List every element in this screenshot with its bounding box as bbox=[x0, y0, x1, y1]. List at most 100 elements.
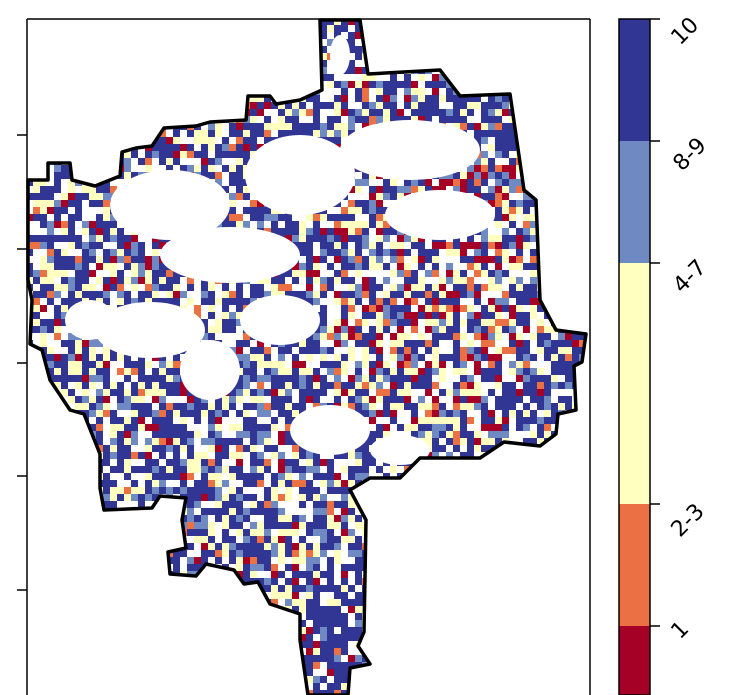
raster-cell bbox=[194, 515, 201, 522]
raster-cell bbox=[292, 522, 299, 529]
raster-cell bbox=[425, 25, 432, 32]
raster-cell bbox=[327, 130, 334, 137]
raster-cell bbox=[257, 396, 264, 403]
raster-cell bbox=[558, 81, 565, 88]
raster-cell bbox=[572, 298, 579, 305]
raster-cell bbox=[467, 95, 474, 102]
raster-cell bbox=[474, 396, 481, 403]
raster-cell bbox=[467, 389, 474, 396]
raster-cell bbox=[320, 312, 327, 319]
raster-cell bbox=[61, 137, 68, 144]
raster-cell bbox=[579, 389, 586, 396]
raster-cell bbox=[257, 67, 264, 74]
raster-cell bbox=[348, 382, 355, 389]
raster-cell bbox=[376, 340, 383, 347]
raster-cell bbox=[68, 109, 75, 116]
raster-cell bbox=[47, 32, 54, 39]
raster-cell bbox=[495, 277, 502, 284]
raster-cell bbox=[369, 375, 376, 382]
raster-cell bbox=[474, 522, 481, 529]
raster-cell bbox=[327, 74, 334, 81]
raster-cell bbox=[243, 543, 250, 550]
raster-cell bbox=[61, 88, 68, 95]
raster-cell bbox=[418, 417, 425, 424]
raster-cell bbox=[460, 396, 467, 403]
raster-cell bbox=[495, 242, 502, 249]
raster-cell bbox=[33, 480, 40, 487]
raster-cell bbox=[68, 466, 75, 473]
raster-cell bbox=[201, 291, 208, 298]
raster-cell bbox=[208, 466, 215, 473]
raster-cell bbox=[341, 452, 348, 459]
raster-cell bbox=[530, 88, 537, 95]
raster-cell bbox=[222, 515, 229, 522]
raster-cell bbox=[285, 102, 292, 109]
raster-cell bbox=[418, 536, 425, 543]
raster-cell bbox=[474, 382, 481, 389]
raster-cell bbox=[229, 207, 236, 214]
raster-cell bbox=[530, 39, 537, 46]
raster-cell bbox=[432, 256, 439, 263]
raster-cell bbox=[460, 81, 467, 88]
raster-cell bbox=[481, 137, 488, 144]
raster-cell bbox=[208, 32, 215, 39]
raster-cell bbox=[537, 557, 544, 564]
raster-cell bbox=[124, 95, 131, 102]
raster-cell bbox=[327, 501, 334, 508]
raster-cell bbox=[411, 550, 418, 557]
raster-cell bbox=[418, 32, 425, 39]
raster-cell bbox=[68, 508, 75, 515]
raster-cell bbox=[376, 480, 383, 487]
raster-cell bbox=[33, 319, 40, 326]
raster-cell bbox=[334, 550, 341, 557]
raster-cell bbox=[495, 396, 502, 403]
raster-cell bbox=[103, 403, 110, 410]
raster-cell bbox=[208, 172, 215, 179]
raster-cell bbox=[138, 501, 145, 508]
raster-cell bbox=[572, 529, 579, 536]
raster-cell bbox=[432, 312, 439, 319]
raster-cell bbox=[229, 550, 236, 557]
raster-cell bbox=[481, 326, 488, 333]
raster-cell bbox=[236, 179, 243, 186]
raster-cell bbox=[320, 67, 327, 74]
raster-cell bbox=[355, 67, 362, 74]
raster-cell bbox=[306, 375, 313, 382]
raster-cell bbox=[495, 263, 502, 270]
raster-cell bbox=[341, 326, 348, 333]
raster-cell bbox=[432, 396, 439, 403]
raster-cell bbox=[292, 382, 299, 389]
raster-cell bbox=[467, 179, 474, 186]
raster-cell bbox=[425, 403, 432, 410]
raster-cell bbox=[495, 249, 502, 256]
raster-cell bbox=[425, 473, 432, 480]
raster-cell bbox=[152, 473, 159, 480]
raster-cell bbox=[103, 459, 110, 466]
raster-cell bbox=[61, 424, 68, 431]
raster-cell bbox=[488, 102, 495, 109]
raster-cell bbox=[299, 473, 306, 480]
raster-cell bbox=[96, 88, 103, 95]
raster-cell bbox=[537, 347, 544, 354]
raster-cell bbox=[194, 95, 201, 102]
raster-cell bbox=[446, 88, 453, 95]
raster-cell bbox=[537, 193, 544, 200]
raster-cell bbox=[432, 557, 439, 564]
raster-cell bbox=[320, 522, 327, 529]
raster-cell bbox=[145, 291, 152, 298]
raster-cell bbox=[222, 60, 229, 67]
raster-cell bbox=[376, 214, 383, 221]
raster-cell bbox=[257, 102, 264, 109]
raster-cell bbox=[348, 396, 355, 403]
raster-cell bbox=[523, 221, 530, 228]
raster-cell bbox=[411, 354, 418, 361]
raster-cell bbox=[236, 193, 243, 200]
raster-cell bbox=[306, 277, 313, 284]
raster-cell bbox=[271, 389, 278, 396]
raster-cell bbox=[411, 410, 418, 417]
raster-cell bbox=[418, 333, 425, 340]
raster-cell bbox=[565, 452, 572, 459]
raster-cell bbox=[138, 95, 145, 102]
raster-cell bbox=[82, 564, 89, 571]
raster-cell bbox=[509, 207, 516, 214]
